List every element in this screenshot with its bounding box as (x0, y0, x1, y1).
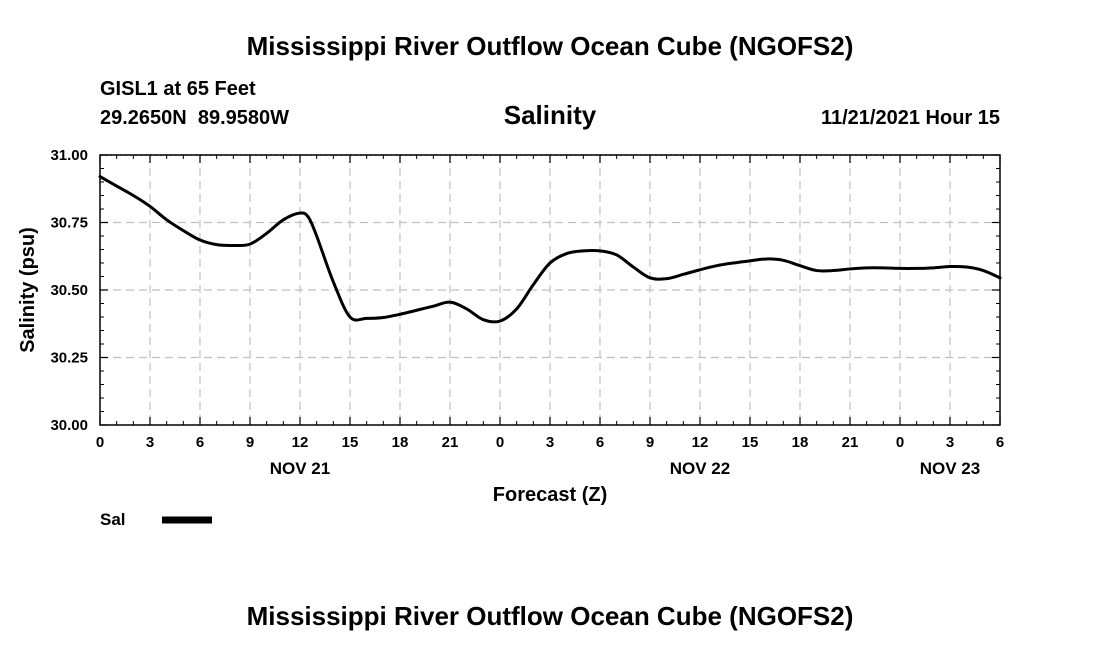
y-tick-label: 30.75 (50, 215, 88, 232)
station-label: GISL1 at 65 Feet (100, 78, 256, 100)
x-tick-label: 3 (946, 434, 954, 451)
y-tick-label: 31.00 (50, 147, 88, 164)
x-tick-label: 6 (596, 434, 604, 451)
x-tick-label: 12 (692, 434, 709, 451)
x-tick-label: 15 (342, 434, 359, 451)
x-tick-label: 18 (392, 434, 409, 451)
x-tick-label: 0 (96, 434, 104, 451)
chart-subtitle: Salinity (504, 100, 597, 130)
legend: Sal (100, 510, 212, 529)
legend-label-sal: Sal (100, 510, 126, 529)
x-tick-label: 0 (496, 434, 504, 451)
plot-frame (99, 154, 1001, 426)
x-tick-label: 15 (742, 434, 759, 451)
timestamp-label: 11/21/2021 Hour 15 (821, 107, 1000, 129)
x-tick-label: 12 (292, 434, 309, 451)
x-tick-label: 18 (792, 434, 809, 451)
footer-title: Mississippi River Outflow Ocean Cube (NG… (247, 601, 854, 631)
x-tick-label: 6 (196, 434, 204, 451)
x-tick-label: 3 (146, 434, 154, 451)
date-label: NOV 21 (270, 459, 330, 478)
coordinates-label: 29.2650N 89.9580W (100, 107, 289, 129)
x-tick-label: 21 (842, 434, 859, 451)
x-tick-label: 9 (246, 434, 254, 451)
x-tick-label: 3 (546, 434, 554, 451)
tick-labels-layer: 0 3 6 9 12 15 18 21 0 3 6 9 12 15 18 21 0 3 6 30.00 30.25 30.… (50, 147, 1004, 478)
date-label: NOV 22 (670, 459, 730, 478)
y-tick-label: 30.50 (50, 282, 88, 299)
x-tick-label: 21 (442, 434, 459, 451)
x-tick-label: 9 (646, 434, 654, 451)
y-tick-label: 30.00 (50, 417, 88, 434)
date-label: NOV 23 (920, 459, 980, 478)
x-tick-label: 0 (896, 434, 904, 451)
series-line-sal (98, 175, 1002, 324)
y-axis-title: Salinity (psu) (17, 227, 39, 353)
x-tick-label: 6 (996, 434, 1004, 451)
y-tick-label: 30.25 (50, 350, 88, 367)
series-layer (98, 175, 1002, 324)
grid-layer (100, 154, 1000, 425)
x-axis-title: Forecast (Z) (493, 484, 607, 506)
chart-main-title: Mississippi River Outflow Ocean Cube (NG… (247, 31, 854, 61)
